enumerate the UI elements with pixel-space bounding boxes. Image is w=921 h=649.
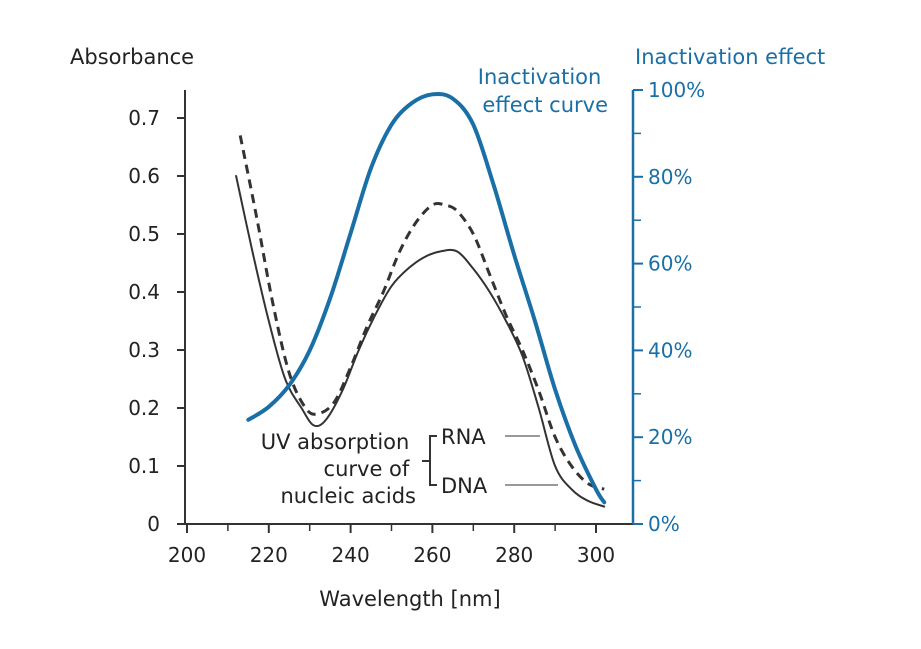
series-layer <box>235 91 607 508</box>
left-tick-label: 0 <box>147 512 160 536</box>
right-tick-label: 60% <box>648 252 692 276</box>
dna-label: DNA <box>441 474 488 498</box>
left-tick-label: 0.5 <box>128 222 160 246</box>
rna-label: RNA <box>441 425 486 449</box>
right-axis-ticks: 0% 20% 40% 60% 80% 100% <box>633 78 705 536</box>
right-axis-title: Inactivation effect <box>635 45 825 69</box>
inactivation-label-line-2: effect curve <box>482 93 608 117</box>
right-tick-label: 20% <box>648 425 692 449</box>
uv-label-line-3: nucleic acids <box>281 484 417 508</box>
x-axis-title: Wavelength [nm] <box>319 587 500 611</box>
series-inactivation-line <box>246 91 607 505</box>
x-tick-label: 280 <box>495 543 533 567</box>
left-tick-label: 0.2 <box>128 396 160 420</box>
x-tick-label: 220 <box>250 543 288 567</box>
left-axis-title: Absorbance <box>70 45 194 69</box>
left-tick-label: 0.7 <box>128 106 160 130</box>
left-tick-label: 0.1 <box>128 454 160 478</box>
x-axis-ticks: 200 220 240 260 280 300 <box>168 524 615 567</box>
left-tick-label: 0.6 <box>128 164 160 188</box>
legend-bracket <box>422 435 437 486</box>
x-tick-label: 200 <box>168 543 206 567</box>
uv-label-line-2: curve of <box>324 457 410 481</box>
uv-absorption-label: UV absorption curve of nucleic acids <box>261 430 416 508</box>
right-tick-label: 0% <box>648 512 680 536</box>
right-tick-label: 100% <box>648 78 705 102</box>
series-dna-line <box>235 175 606 508</box>
x-tick-label: 260 <box>413 543 451 567</box>
right-tick-label: 80% <box>648 165 692 189</box>
x-tick-label: 240 <box>332 543 370 567</box>
left-axis-ticks: 0 0.1 0.2 0.3 0.4 0.5 0.6 0.7 <box>128 106 185 536</box>
uv-label-line-1: UV absorption <box>261 430 410 454</box>
left-tick-label: 0.4 <box>128 280 160 304</box>
right-tick-label: 40% <box>648 338 692 362</box>
series-rna-line <box>238 135 605 491</box>
inactivation-curve-label: Inactivation effect curve <box>478 65 608 117</box>
inactivation-label-line-1: Inactivation <box>478 65 602 89</box>
x-tick-label: 300 <box>577 543 615 567</box>
left-tick-label: 0.3 <box>128 338 160 362</box>
